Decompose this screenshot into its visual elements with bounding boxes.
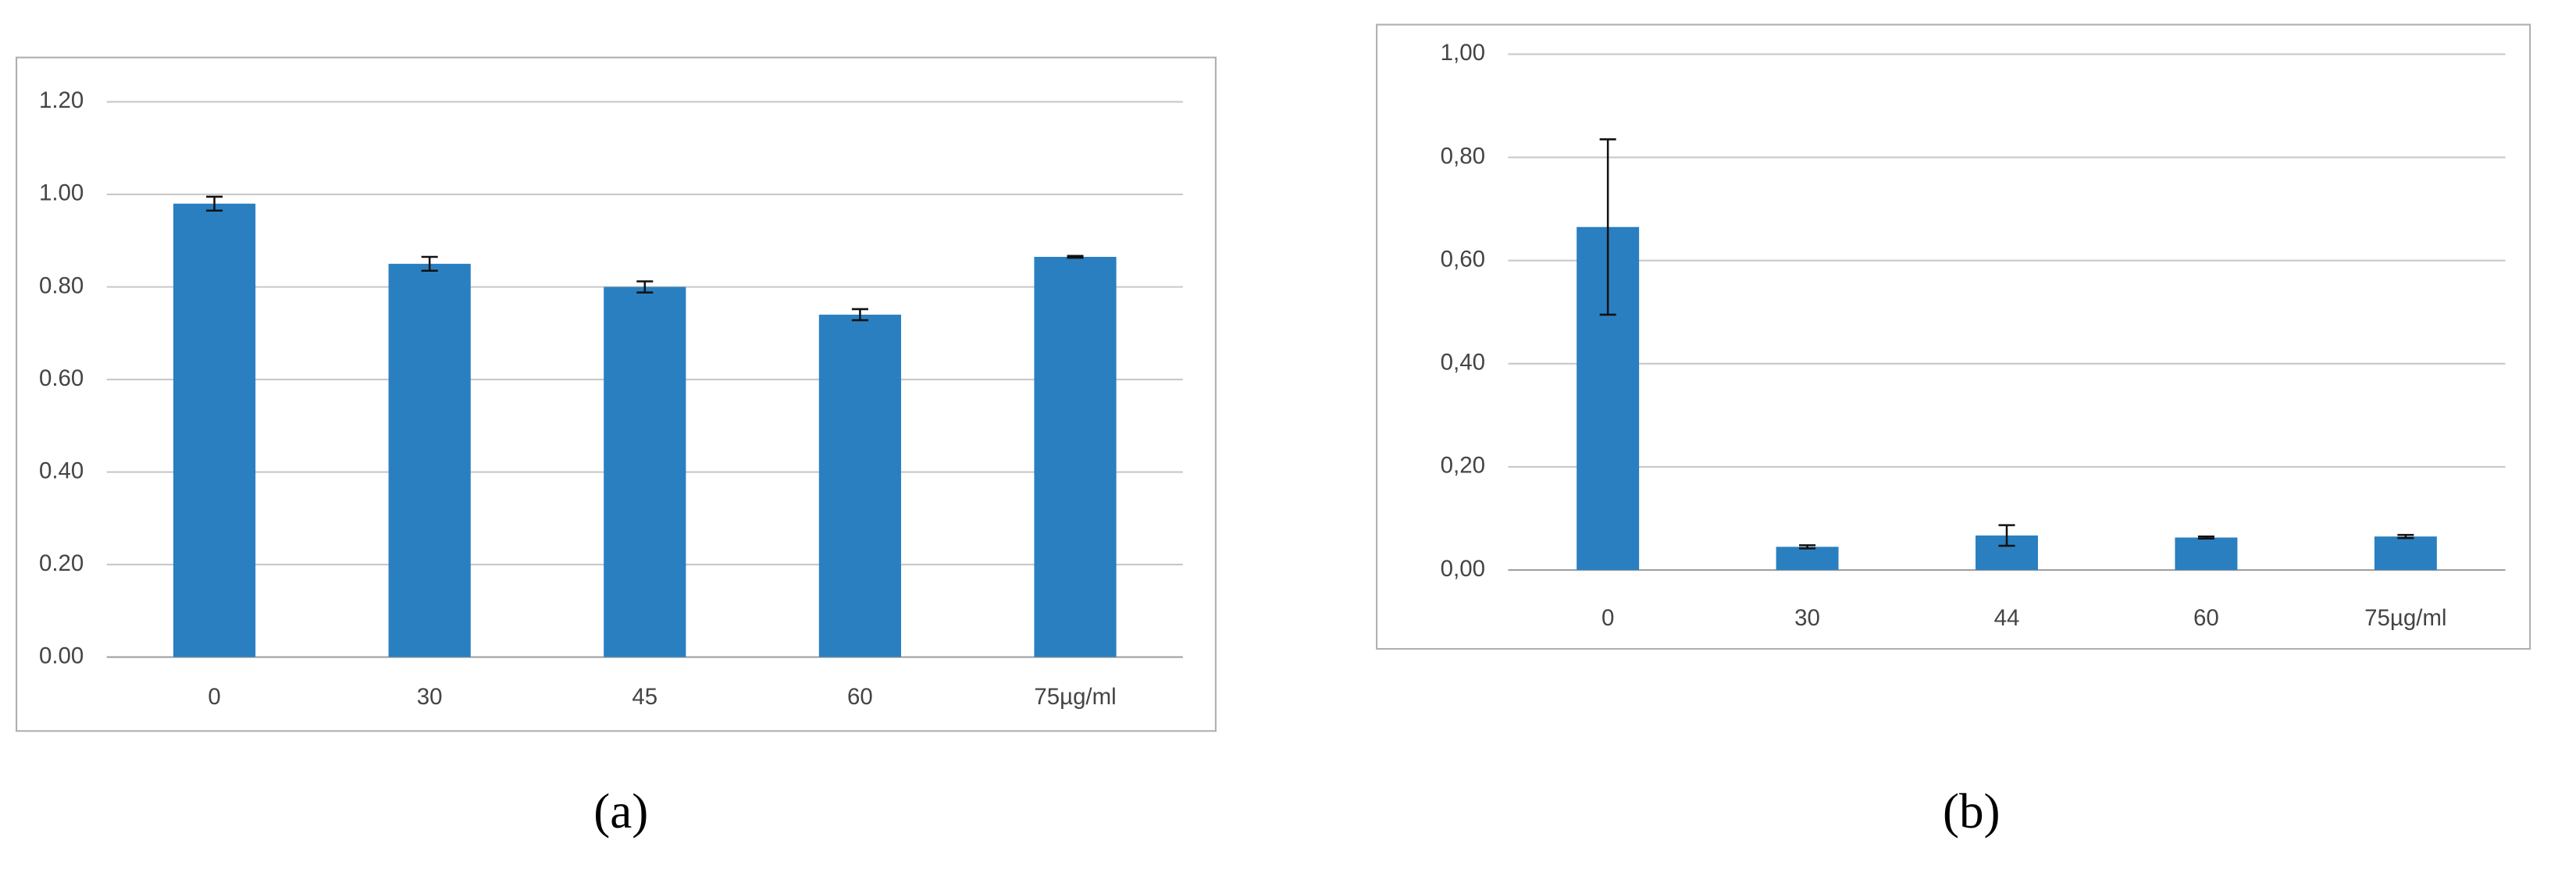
x-tick-label: 60 (847, 684, 873, 710)
bar (1034, 256, 1117, 657)
x-tick-label: 30 (417, 684, 443, 710)
panel-caption: (a) (593, 784, 648, 839)
chart-frame (1376, 23, 2531, 650)
x-tick-label: 44 (1994, 605, 2020, 631)
bar (388, 263, 471, 657)
x-tick-label: 75µg/ml (2364, 605, 2446, 631)
y-tick-label: 1.20 (39, 87, 84, 113)
bar (173, 203, 256, 657)
panel-caption: (b) (1943, 784, 2001, 839)
y-tick-label: 1,00 (1441, 40, 1485, 66)
y-tick-label: 0,00 (1441, 556, 1485, 582)
x-tick-label: 75µg/ml (1034, 684, 1116, 710)
y-tick-label: 0,80 (1441, 143, 1485, 169)
x-tick-label: 0 (1602, 605, 1614, 631)
y-tick-label: 0.20 (39, 550, 84, 576)
bar (2374, 536, 2437, 571)
y-tick-label: 0.40 (39, 458, 84, 483)
y-tick-label: 0.00 (39, 643, 84, 668)
x-tick-label: 30 (1794, 605, 1820, 631)
x-tick-label: 60 (2193, 605, 2219, 631)
bar (1776, 547, 1839, 571)
y-tick-label: 0.60 (39, 365, 84, 391)
x-tick-label: 0 (208, 684, 220, 710)
y-tick-label: 0.80 (39, 272, 84, 298)
x-tick-label: 45 (632, 684, 657, 710)
bar (818, 315, 902, 657)
bar (2175, 537, 2238, 571)
y-tick-label: 1.00 (39, 180, 84, 206)
y-tick-label: 0,60 (1441, 246, 1485, 272)
bar (604, 287, 686, 657)
y-tick-label: 0,20 (1441, 453, 1485, 479)
y-tick-label: 0,40 (1441, 350, 1485, 376)
